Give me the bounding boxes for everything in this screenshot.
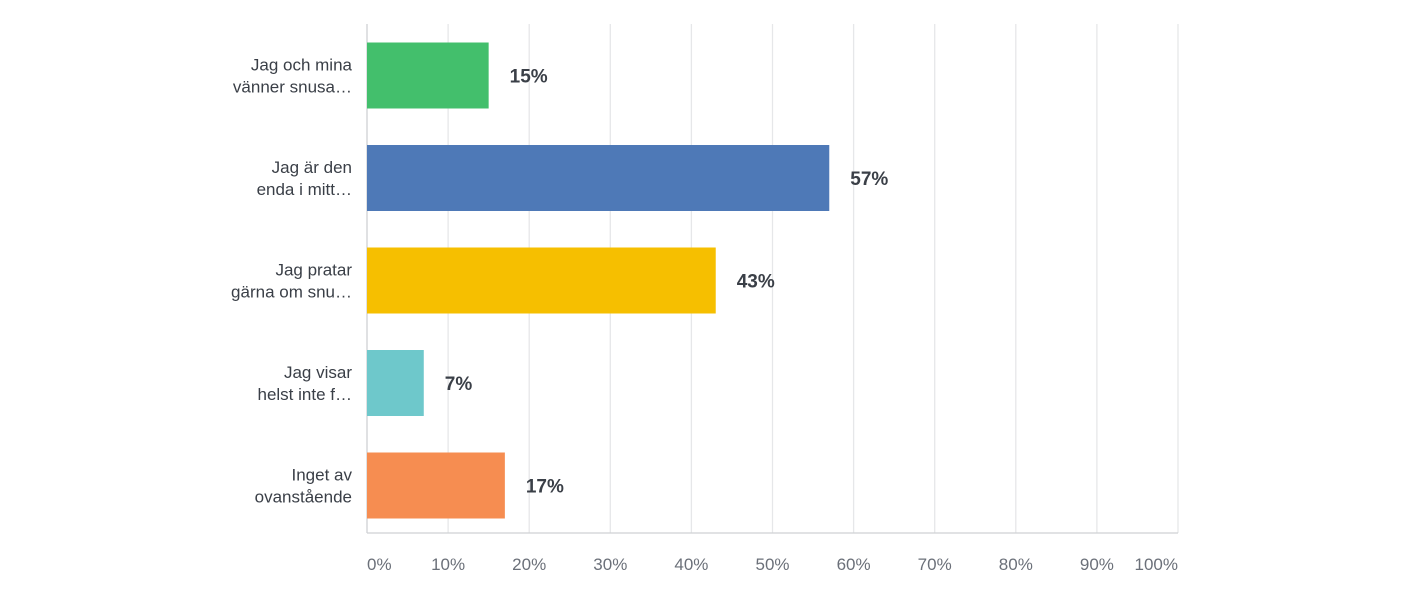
x-tick-label-70: 70% bbox=[918, 555, 952, 574]
x-tick-label-90: 90% bbox=[1080, 555, 1114, 574]
value-label-5: 17% bbox=[526, 477, 564, 498]
category-label-1: Jag och mina vänner snusa… bbox=[233, 56, 353, 97]
x-tick-label-30: 30% bbox=[593, 555, 627, 574]
bar-3 bbox=[367, 247, 716, 314]
x-tick-label-80: 80% bbox=[999, 555, 1033, 574]
value-label-1: 15% bbox=[510, 67, 548, 88]
bar-4 bbox=[367, 350, 424, 416]
x-tick-label-50: 50% bbox=[755, 555, 789, 574]
value-label-2: 57% bbox=[850, 169, 888, 190]
grid-lines bbox=[366, 24, 1179, 534]
category-label-4: Jag visar helst inte f… bbox=[258, 363, 353, 404]
bars bbox=[367, 42, 830, 519]
x-tick-label-60: 60% bbox=[837, 555, 871, 574]
category-label-2: Jag är den enda i mitt… bbox=[257, 158, 352, 199]
x-tick-label-40: 40% bbox=[674, 555, 708, 574]
category-label-5: Inget av ovanstående bbox=[255, 466, 353, 507]
value-label-4: 7% bbox=[445, 374, 473, 395]
x-axis-ticks: 0% 10% 20% 30% 40% 50% 60% 70% 80% 90% 100% bbox=[367, 555, 1178, 574]
x-tick-label-20: 20% bbox=[512, 555, 546, 574]
x-tick-label-0: 0% bbox=[367, 555, 392, 574]
bar-2 bbox=[367, 145, 830, 211]
category-label-3: Jag pratar gärna om snu… bbox=[231, 261, 352, 302]
bar-5 bbox=[367, 452, 505, 519]
x-tick-label-100: 100% bbox=[1135, 555, 1178, 574]
labels: Jag och mina vänner snusa… 15% Jag är den en… bbox=[231, 56, 888, 507]
value-label-3: 43% bbox=[737, 272, 775, 293]
x-tick-label-10: 10% bbox=[431, 555, 465, 574]
bar-1 bbox=[367, 42, 489, 109]
